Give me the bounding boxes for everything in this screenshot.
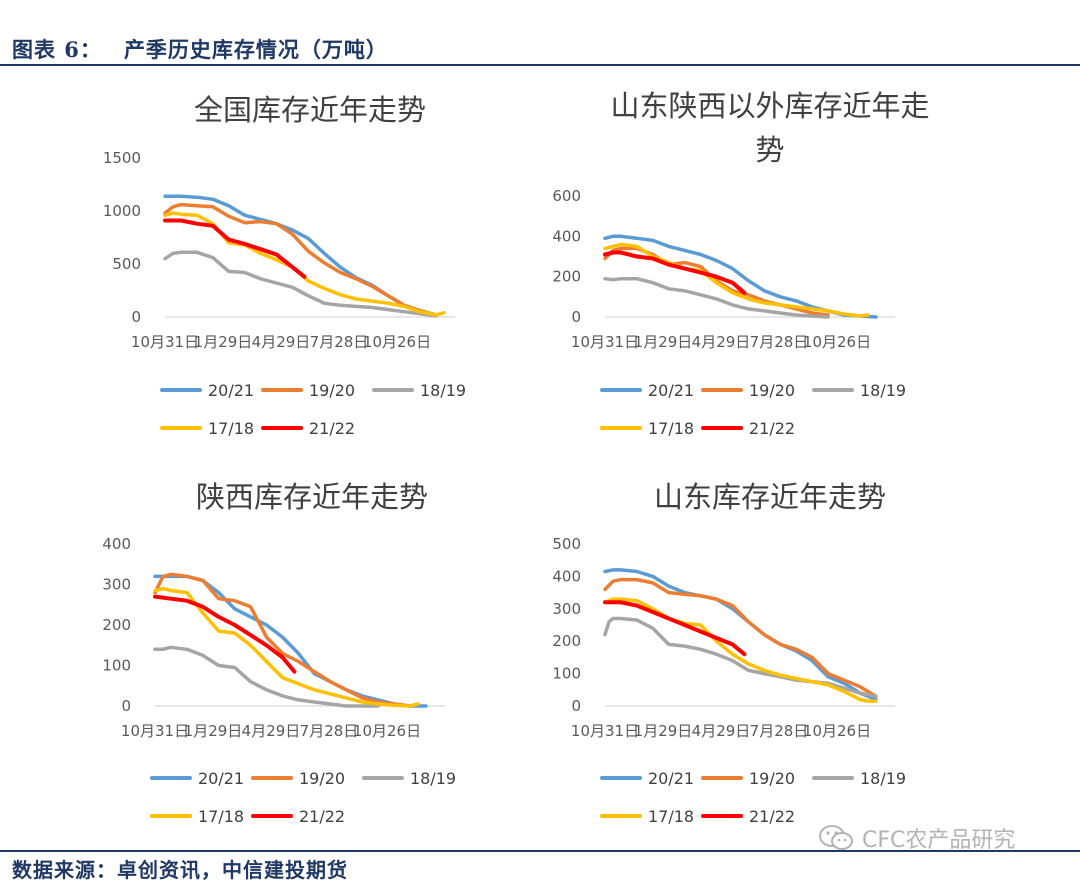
series-line-18-19 xyxy=(603,276,830,319)
series-line-20-21 xyxy=(603,568,878,702)
x-tick-label: 7月28日 xyxy=(310,333,369,351)
y-tick-label: 200 xyxy=(552,268,581,286)
figure-header: 图表 6： 产季历史库存情况（万吨） xyxy=(0,0,1080,66)
series-line-18-19 xyxy=(163,250,438,318)
legend-label: 17/18 xyxy=(648,419,694,438)
footer-divider xyxy=(0,850,1080,852)
y-tick-label: 300 xyxy=(552,600,581,618)
y-tick-label: 1000 xyxy=(103,202,141,220)
chart-title: 陕西库存近年走势 xyxy=(196,480,428,514)
data-source: 数据来源：卓创资讯，中信建投期货 xyxy=(12,858,348,882)
series-line-17-18 xyxy=(603,242,870,318)
x-tick-label: 7月28日 xyxy=(750,333,809,351)
y-tick-label: 400 xyxy=(102,535,131,553)
series-line-21-22 xyxy=(153,594,297,674)
wechat-icon xyxy=(819,825,853,850)
y-tick-label: 200 xyxy=(552,632,581,650)
series-line-21-22 xyxy=(603,600,747,657)
y-tick-label: 100 xyxy=(102,657,131,675)
x-tick-label: 4月29日 xyxy=(252,333,311,351)
legend-label: 21/22 xyxy=(299,807,345,826)
x-tick-label: 1月29日 xyxy=(634,333,693,351)
legend-label: 17/18 xyxy=(208,419,254,438)
x-tick-label: 10月31日 xyxy=(571,333,639,351)
x-tick-label: 10月26日 xyxy=(353,722,421,740)
x-tick-label: 7月28日 xyxy=(300,722,359,740)
legend-label: 20/21 xyxy=(648,769,694,788)
series-line-18-19 xyxy=(153,645,380,708)
series-line-17-18 xyxy=(603,597,878,703)
x-tick-label: 4月29日 xyxy=(692,333,751,351)
series-line-21-22 xyxy=(603,250,747,295)
figure-label: 图表 6： xyxy=(12,37,102,62)
figure-title: 图表 6： 产季历史库存情况（万吨） xyxy=(12,34,388,64)
x-tick-label: 10月31日 xyxy=(571,722,639,740)
legend-label: 21/22 xyxy=(749,419,795,438)
chart-title: 全国库存近年走势 xyxy=(194,93,426,127)
x-tick-label: 7月28日 xyxy=(750,722,809,740)
chart-title: 山东陕西以外库存近年走 xyxy=(610,89,929,123)
series-line-19-20 xyxy=(153,572,412,708)
y-tick-label: 0 xyxy=(131,308,141,326)
y-tick-label: 200 xyxy=(102,616,131,634)
figure-caption: 产季历史库存情况（万吨） xyxy=(123,37,388,62)
x-tick-label: 1月29日 xyxy=(634,722,693,740)
legend-label: 18/19 xyxy=(410,769,456,788)
x-tick-label: 10月26日 xyxy=(803,333,871,351)
legend-label: 20/21 xyxy=(648,381,694,400)
x-tick-label: 10月26日 xyxy=(363,333,431,351)
x-tick-label: 4月29日 xyxy=(692,722,751,740)
legend-label: 18/19 xyxy=(420,381,466,400)
series-line-19-20 xyxy=(603,577,878,699)
watermark: CFC农产品研究 xyxy=(818,822,1015,854)
series-line-19-20 xyxy=(163,202,438,317)
legend-label: 21/22 xyxy=(309,419,355,438)
x-tick-label: 10月31日 xyxy=(131,333,199,351)
legend-label: 17/18 xyxy=(198,807,244,826)
legend-label: 20/21 xyxy=(198,769,244,788)
legend-label: 17/18 xyxy=(648,807,694,826)
y-tick-label: 500 xyxy=(552,535,581,553)
legend-label: 19/20 xyxy=(299,769,345,788)
x-tick-label: 1月29日 xyxy=(194,333,253,351)
x-tick-label: 10月31日 xyxy=(121,722,189,740)
legend-label: 19/20 xyxy=(749,381,795,400)
series-line-17-18 xyxy=(163,211,446,317)
series-line-20-21 xyxy=(153,574,428,708)
y-tick-label: 300 xyxy=(102,576,131,594)
y-tick-label: 0 xyxy=(571,697,581,715)
series-line-21-22 xyxy=(163,218,307,279)
y-tick-label: 400 xyxy=(552,567,581,585)
series-line-17-18 xyxy=(153,586,420,708)
legend-label: 19/20 xyxy=(309,381,355,400)
chart-title: 山东库存近年走势 xyxy=(654,480,886,514)
y-tick-label: 400 xyxy=(552,227,581,245)
legend-label: 18/19 xyxy=(860,769,906,788)
x-tick-label: 10月26日 xyxy=(803,722,871,740)
y-tick-label: 0 xyxy=(121,697,131,715)
y-tick-label: 100 xyxy=(552,665,581,683)
y-tick-label: 0 xyxy=(571,308,581,326)
x-tick-label: 4月29日 xyxy=(242,722,301,740)
watermark-text: CFC农产品研究 xyxy=(862,828,1016,853)
legend-label: 20/21 xyxy=(208,381,254,400)
series-line-20-21 xyxy=(603,234,878,319)
y-tick-label: 500 xyxy=(112,255,141,273)
y-tick-label: 600 xyxy=(552,187,581,205)
legend-label: 19/20 xyxy=(749,769,795,788)
legend-label: 21/22 xyxy=(749,807,795,826)
chart-title: 势 xyxy=(755,133,784,167)
legend-label: 18/19 xyxy=(860,381,906,400)
x-tick-label: 1月29日 xyxy=(184,722,243,740)
y-tick-label: 1500 xyxy=(103,149,141,167)
